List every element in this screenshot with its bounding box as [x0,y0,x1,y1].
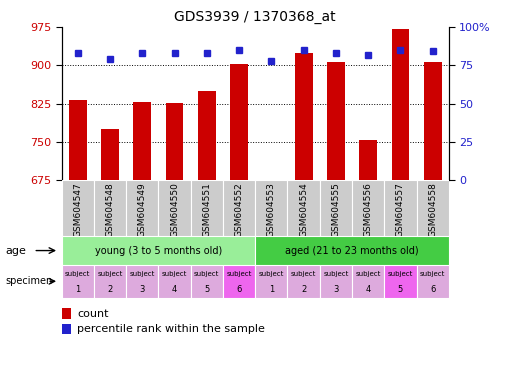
Text: 3: 3 [140,285,145,294]
Bar [391,30,409,180]
Text: subject: subject [356,271,381,277]
Bar [255,265,287,298]
Bar [384,265,417,298]
Text: subject: subject [130,271,155,277]
Text: subject: subject [420,271,445,277]
Bar [198,91,215,180]
Bar [352,180,384,236]
Bar [223,265,255,298]
Text: GSM604553: GSM604553 [267,182,276,237]
Bar [133,102,151,180]
Bar [359,139,377,180]
Text: young (3 to 5 months old): young (3 to 5 months old) [95,245,222,256]
Bar [126,265,159,298]
Bar [191,265,223,298]
Bar [320,265,352,298]
Text: 3: 3 [333,285,339,294]
Bar [159,180,191,236]
Bar [191,180,223,236]
Bar [62,180,94,236]
Bar [62,308,70,319]
Bar [327,62,345,180]
Bar [320,180,352,236]
Bar [255,236,449,265]
Text: subject: subject [162,271,187,277]
Title: GDS3939 / 1370368_at: GDS3939 / 1370368_at [174,10,336,25]
Bar [417,265,449,298]
Bar [424,62,442,180]
Text: specimen: specimen [5,276,52,286]
Bar [69,99,87,180]
Text: 4: 4 [366,285,371,294]
Bar [94,180,126,236]
Text: 6: 6 [236,285,242,294]
Text: GSM604551: GSM604551 [202,182,211,237]
Text: subject: subject [97,271,123,277]
Bar [263,180,280,182]
Text: count: count [77,308,108,319]
Text: GSM604550: GSM604550 [170,182,179,237]
Text: 6: 6 [430,285,436,294]
Bar [101,129,119,180]
Bar [166,103,184,180]
Bar [287,180,320,236]
Text: GSM604547: GSM604547 [73,182,82,237]
Bar [223,180,255,236]
Text: GSM604548: GSM604548 [106,182,114,237]
Bar [384,180,417,236]
Text: GSM604556: GSM604556 [364,182,372,237]
Bar [159,265,191,298]
Bar [352,265,384,298]
Text: subject: subject [291,271,317,277]
Text: subject: subject [388,271,413,277]
Bar [417,180,449,236]
Text: 5: 5 [204,285,209,294]
Text: GSM604549: GSM604549 [138,182,147,237]
Text: subject: subject [323,271,349,277]
Text: aged (21 to 23 months old): aged (21 to 23 months old) [285,245,419,256]
Text: GSM604555: GSM604555 [331,182,341,237]
Bar [230,64,248,180]
Text: subject: subject [194,271,220,277]
Text: GSM604552: GSM604552 [234,182,244,237]
Text: 2: 2 [301,285,306,294]
Text: 1: 1 [269,285,274,294]
Text: subject: subject [226,271,252,277]
Bar [94,265,126,298]
Bar [126,180,159,236]
Text: 1: 1 [75,285,81,294]
Bar [287,265,320,298]
Text: GSM604557: GSM604557 [396,182,405,237]
Text: 4: 4 [172,285,177,294]
Text: GSM604558: GSM604558 [428,182,437,237]
Text: GSM604554: GSM604554 [299,182,308,237]
Text: percentile rank within the sample: percentile rank within the sample [77,324,265,334]
Bar [62,324,70,334]
Bar [62,236,255,265]
Text: 5: 5 [398,285,403,294]
Bar [295,53,312,180]
Bar [62,265,94,298]
Text: subject: subject [65,271,90,277]
Bar [255,180,287,236]
Text: 2: 2 [107,285,112,294]
Text: age: age [5,245,26,256]
Text: subject: subject [259,271,284,277]
